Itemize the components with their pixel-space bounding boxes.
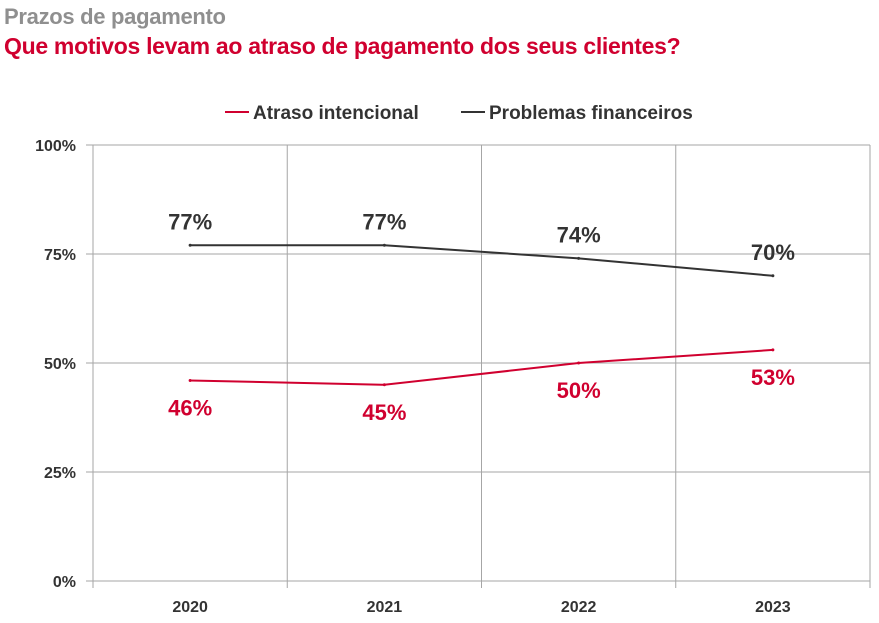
chart-title: Que motivos levam ao atraso de pagamento… [4, 33, 681, 59]
data-label: 53% [751, 365, 795, 390]
x-tick-label: 2020 [172, 599, 208, 616]
data-point [771, 274, 775, 278]
data-label: 45% [362, 400, 406, 425]
y-tick-label: 25% [44, 465, 76, 482]
data-point [188, 378, 192, 382]
y-tick-label: 100% [35, 138, 76, 155]
y-tick-label: 50% [44, 356, 76, 373]
series-line [190, 348, 773, 386]
data-label: 77% [362, 209, 406, 234]
data-point [577, 361, 581, 365]
legend-label: Atraso intencional [253, 103, 419, 124]
data-point [188, 243, 192, 247]
y-tick-label: 75% [44, 247, 76, 264]
x-tick-label: 2022 [561, 599, 597, 616]
chart-kicker: Prazos de pagamento [4, 4, 226, 29]
data-label: 46% [168, 395, 212, 420]
data-point [577, 256, 581, 260]
data-point [382, 383, 386, 387]
y-tick-label: 0% [53, 574, 76, 591]
x-tick-label: 2023 [755, 599, 791, 616]
data-point [382, 243, 386, 247]
data-label: 77% [168, 209, 212, 234]
series-line [190, 244, 773, 277]
legend-label: Problemas financeiros [489, 103, 693, 124]
data-label: 74% [557, 222, 601, 247]
x-tick-label: 2021 [367, 599, 403, 616]
data-point [771, 348, 775, 352]
data-label: 50% [557, 378, 601, 403]
data-label: 70% [751, 240, 795, 265]
